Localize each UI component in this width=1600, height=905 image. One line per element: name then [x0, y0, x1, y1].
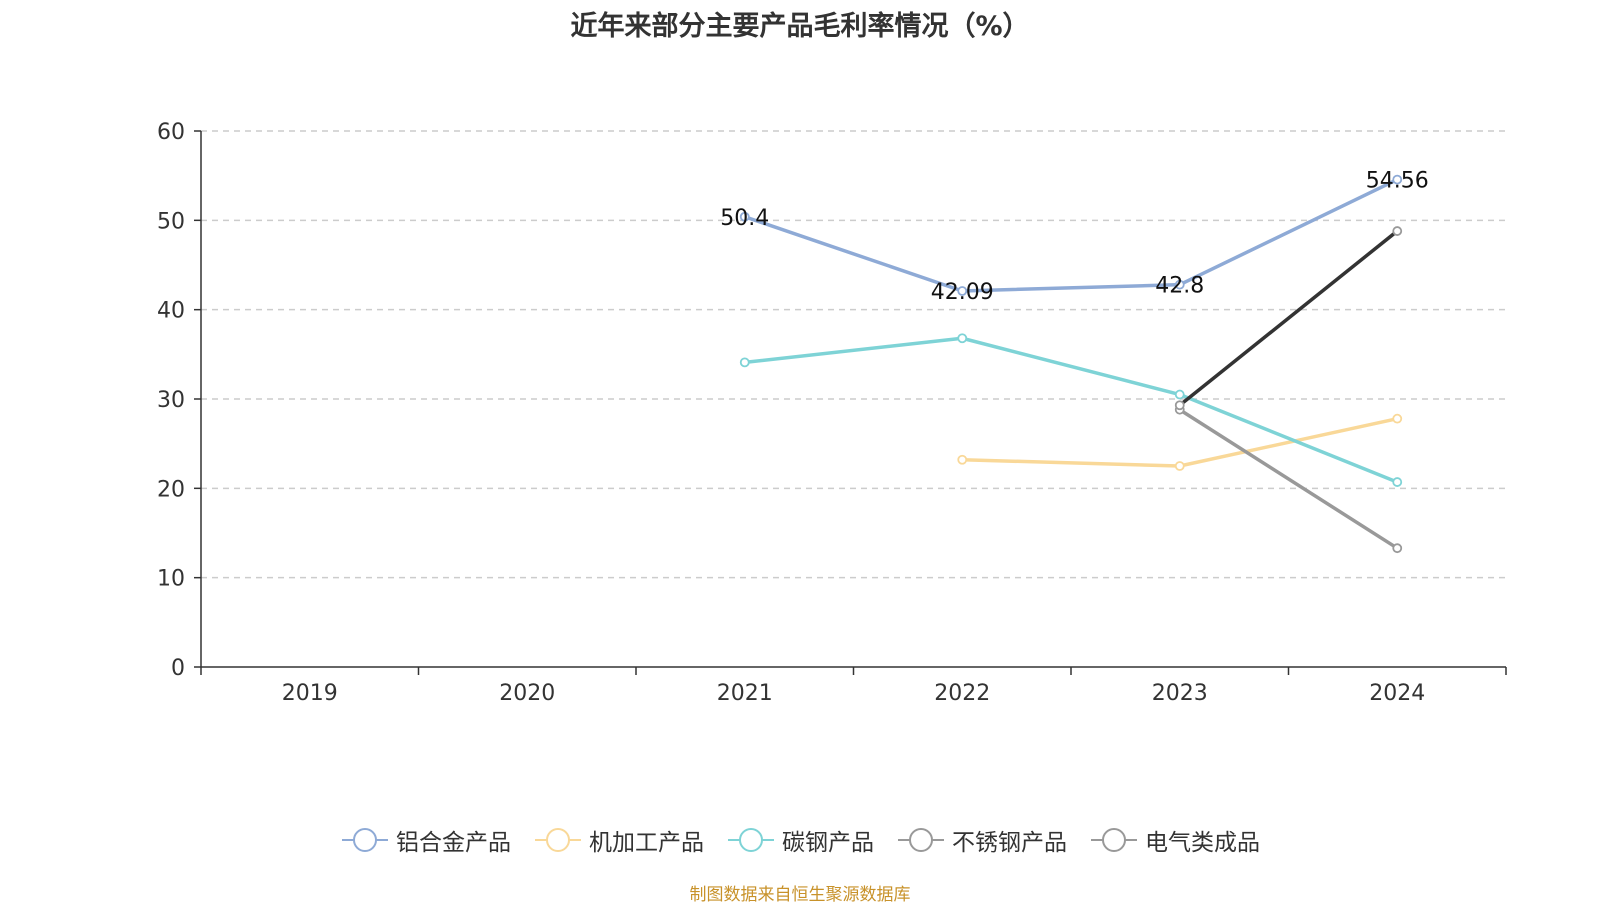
- data-labels: 50.4 42.09 42.8 54.56: [720, 169, 1428, 305]
- legend-marker-icon: [535, 828, 581, 852]
- legend-item-5[interactable]: 电气类成品: [1089, 823, 1260, 857]
- y-tick-label: 30: [157, 388, 185, 413]
- y-tick-label: 10: [157, 567, 185, 592]
- y-tick-label: 0: [171, 656, 185, 681]
- x-tick-label: 2021: [717, 681, 773, 706]
- data-label: 50.4: [720, 206, 769, 231]
- y-tick-label: 40: [157, 299, 185, 324]
- legend-item-1[interactable]: 铝合金产品: [340, 823, 511, 857]
- series-lines: [739, 174, 1403, 554]
- data-label: 54.56: [1366, 169, 1429, 194]
- legend-item-2[interactable]: 机加工产品: [533, 823, 704, 857]
- axes: 0 10 20 30 40 50 60 2019 2020 2021 2022 2023 2024: [157, 120, 1507, 706]
- x-tick-label: 2020: [499, 681, 555, 706]
- data-point: [957, 454, 968, 465]
- series-line-1: [743, 177, 1399, 293]
- series-line-5: [1178, 229, 1399, 408]
- data-point: [1392, 543, 1403, 554]
- data-point: [739, 211, 750, 222]
- legend-marker-icon: [898, 828, 944, 852]
- x-tick-label: 2019: [282, 681, 338, 706]
- data-point: [1174, 279, 1185, 290]
- data-point: [1174, 461, 1185, 471]
- legend-marker-icon: [728, 828, 774, 852]
- data-point: [1174, 389, 1185, 400]
- y-tick-label: 60: [157, 120, 185, 145]
- data-label: 42.8: [1155, 274, 1204, 299]
- y-tick-label: 20: [157, 477, 185, 502]
- data-point: [1392, 477, 1403, 487]
- x-tick-label: 2023: [1152, 681, 1208, 706]
- legend-label: 铝合金产品: [396, 830, 511, 856]
- legend: 铝合金产品 机加工产品 碳钢产品 不锈钢产品 电气类成品: [0, 820, 1600, 860]
- legend-marker-icon: [1091, 828, 1137, 852]
- x-tick-label: 2022: [934, 681, 990, 706]
- legend-label: 电气类成品: [1145, 830, 1260, 856]
- data-point: [1392, 413, 1403, 424]
- data-point: [739, 357, 750, 368]
- chart-title: 近年来部分主要产品毛利率情况（%）: [570, 11, 1030, 42]
- legend-marker-icon: [342, 828, 388, 852]
- series-line-3: [743, 336, 1399, 484]
- legend-label: 碳钢产品: [782, 830, 874, 856]
- data-point: [1392, 226, 1403, 236]
- series-line-4: [1178, 407, 1399, 550]
- source-note: 制图数据来自恒生聚源数据库: [689, 885, 911, 905]
- data-point: [1392, 174, 1403, 185]
- legend-label: 机加工产品: [589, 830, 704, 856]
- data-point: [957, 286, 968, 296]
- x-tick-label: 2024: [1369, 681, 1425, 706]
- legend-item-4[interactable]: 不锈钢产品: [896, 823, 1067, 857]
- legend-item-3[interactable]: 碳钢产品: [726, 823, 874, 857]
- grid-lines: [201, 130, 1506, 579]
- data-label: 42.09: [931, 280, 994, 305]
- data-point: [1174, 400, 1185, 411]
- legend-label: 不锈钢产品: [952, 830, 1067, 856]
- y-tick-label: 50: [157, 209, 185, 234]
- series-line-2: [960, 416, 1399, 468]
- data-point: [957, 333, 968, 344]
